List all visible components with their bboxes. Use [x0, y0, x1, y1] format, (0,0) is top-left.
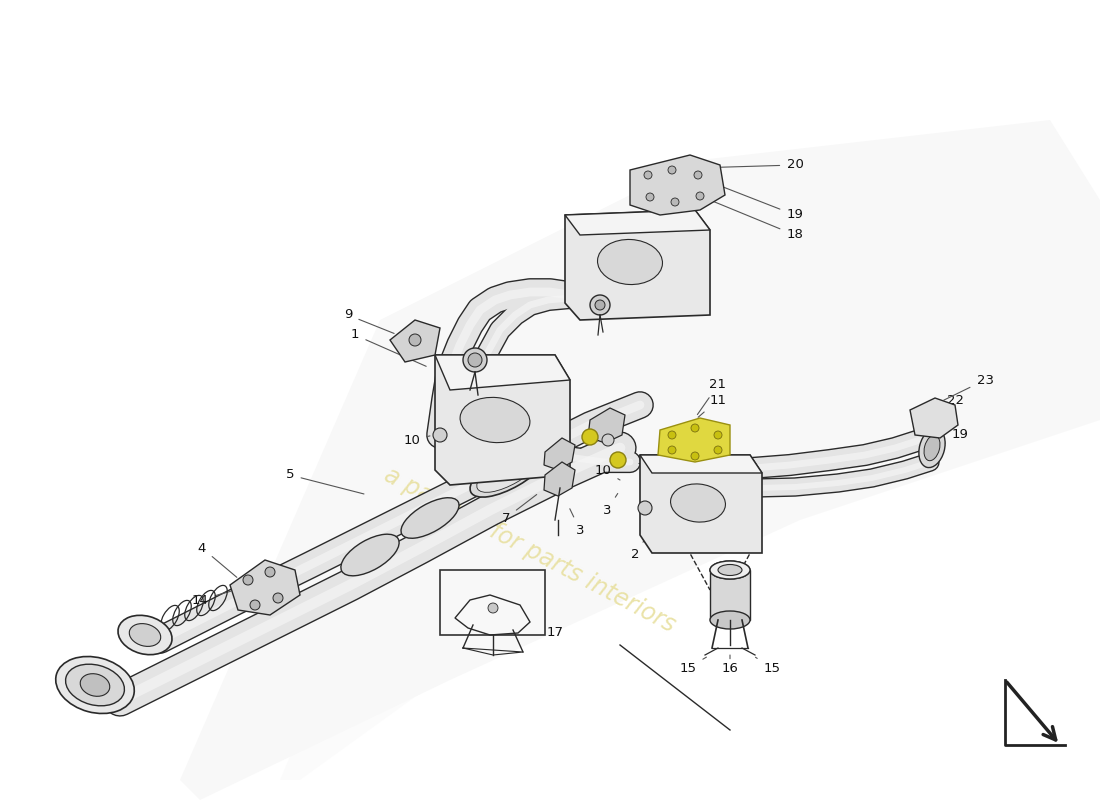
Circle shape [668, 431, 676, 439]
Polygon shape [640, 455, 762, 473]
Text: 15: 15 [756, 658, 781, 674]
Polygon shape [565, 210, 710, 320]
Ellipse shape [460, 398, 530, 442]
Text: 22: 22 [942, 394, 964, 412]
Text: 7: 7 [502, 494, 537, 525]
Polygon shape [588, 408, 625, 443]
Polygon shape [434, 355, 570, 485]
Text: 2: 2 [630, 526, 652, 562]
Text: 19: 19 [722, 186, 803, 222]
Circle shape [590, 295, 610, 315]
Circle shape [582, 429, 598, 445]
Circle shape [694, 171, 702, 179]
Text: 9: 9 [344, 309, 394, 334]
Polygon shape [390, 320, 440, 362]
Ellipse shape [671, 484, 725, 522]
Polygon shape [544, 438, 575, 470]
Circle shape [646, 193, 654, 201]
Polygon shape [280, 200, 1100, 780]
Circle shape [595, 300, 605, 310]
Ellipse shape [718, 565, 743, 575]
Text: 23: 23 [944, 374, 993, 400]
Polygon shape [180, 120, 1100, 800]
Text: 12: 12 [537, 391, 566, 415]
Text: 4: 4 [198, 542, 236, 578]
Text: 14: 14 [191, 591, 231, 606]
Circle shape [696, 192, 704, 200]
Polygon shape [640, 455, 762, 553]
Circle shape [468, 353, 482, 367]
Ellipse shape [130, 623, 161, 646]
Ellipse shape [118, 615, 172, 654]
Text: 20: 20 [700, 158, 803, 171]
Ellipse shape [710, 611, 750, 629]
Text: 10: 10 [404, 434, 430, 446]
Text: 16: 16 [722, 655, 738, 674]
Polygon shape [565, 210, 710, 235]
Text: 11: 11 [698, 394, 726, 418]
Ellipse shape [710, 561, 750, 579]
Circle shape [602, 434, 614, 446]
Circle shape [671, 198, 679, 206]
Circle shape [691, 424, 698, 432]
Polygon shape [658, 418, 730, 462]
Circle shape [250, 600, 260, 610]
Text: 19: 19 [939, 429, 968, 446]
Circle shape [691, 452, 698, 460]
Text: 1: 1 [351, 329, 426, 366]
Ellipse shape [80, 674, 110, 696]
Ellipse shape [470, 443, 550, 497]
Text: 3: 3 [570, 509, 584, 537]
Text: 5: 5 [286, 469, 364, 494]
Polygon shape [630, 155, 725, 215]
Circle shape [409, 334, 421, 346]
Text: 3: 3 [603, 494, 618, 517]
Circle shape [265, 567, 275, 577]
Ellipse shape [56, 657, 134, 714]
Ellipse shape [710, 561, 750, 579]
Ellipse shape [476, 448, 543, 492]
Ellipse shape [924, 435, 940, 461]
Ellipse shape [597, 239, 662, 285]
Circle shape [243, 575, 253, 585]
Circle shape [433, 428, 447, 442]
Polygon shape [434, 355, 570, 390]
Circle shape [714, 446, 722, 454]
Circle shape [668, 446, 676, 454]
Text: 10: 10 [637, 454, 653, 466]
Text: 15: 15 [680, 657, 706, 674]
Text: 18: 18 [708, 199, 803, 242]
Text: a passion for parts interiors: a passion for parts interiors [381, 463, 680, 637]
Ellipse shape [66, 664, 124, 706]
Text: 10: 10 [595, 463, 620, 480]
Circle shape [638, 501, 652, 515]
Text: 21: 21 [697, 378, 726, 414]
Circle shape [644, 171, 652, 179]
Text: 17: 17 [547, 626, 563, 638]
Ellipse shape [341, 534, 399, 576]
Circle shape [610, 452, 626, 468]
Circle shape [714, 431, 722, 439]
Polygon shape [544, 462, 575, 496]
Ellipse shape [918, 429, 945, 467]
Circle shape [273, 593, 283, 603]
Bar [710, 570, 750, 620]
Ellipse shape [402, 498, 459, 538]
Polygon shape [230, 560, 300, 615]
Circle shape [488, 603, 498, 613]
Circle shape [668, 166, 676, 174]
Text: 13: 13 [72, 658, 104, 678]
Polygon shape [910, 398, 958, 438]
Circle shape [463, 348, 487, 372]
Text: 8: 8 [482, 366, 535, 391]
